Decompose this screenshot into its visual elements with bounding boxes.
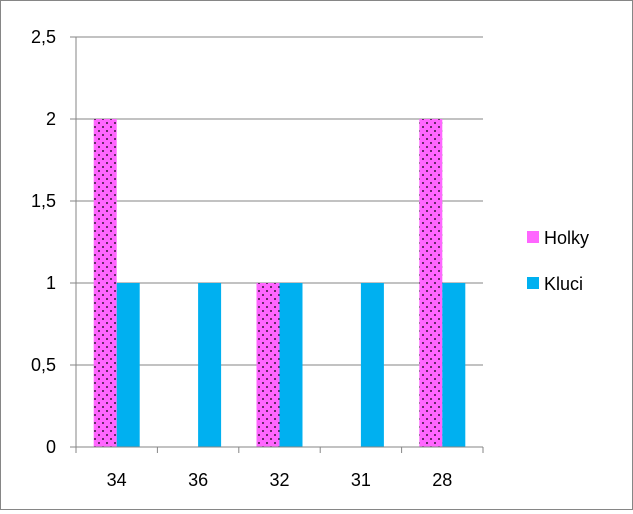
bar-holky-32 [256, 283, 280, 447]
y-tick-label: 0 [46, 437, 56, 457]
x-tick-label: 31 [351, 470, 371, 490]
bar-holky-34 [93, 119, 117, 447]
y-tick-label: 1 [46, 273, 56, 293]
y-tick-label: 1,5 [31, 191, 56, 211]
bar-kluci-36 [198, 283, 222, 447]
bar-kluci-32 [279, 283, 303, 447]
y-tick-label: 2,5 [31, 27, 56, 47]
bar-kluci-34 [116, 283, 140, 447]
y-tick-labels: 0 0,5 1 1,5 2 2,5 [31, 27, 56, 457]
bars [93, 119, 466, 447]
bar-kluci-31 [360, 283, 384, 447]
legend-label-holky: Holky [544, 228, 589, 248]
bar-kluci-28 [442, 283, 466, 447]
gridlines [70, 36, 483, 448]
bar-holky-28 [419, 119, 443, 447]
x-tick-label: 36 [188, 470, 208, 490]
axes [75, 37, 484, 453]
x-tick-label: 34 [107, 470, 127, 490]
x-tick-label: 32 [269, 470, 289, 490]
legend-label-kluci: Kluci [544, 274, 583, 294]
y-tick-label: 0,5 [31, 355, 56, 375]
legend-swatch-holky [527, 231, 539, 243]
legend: Holky Kluci [527, 228, 589, 294]
x-tick-labels: 34 36 32 31 28 [107, 470, 453, 490]
x-tick-label: 28 [432, 470, 452, 490]
legend-swatch-kluci [527, 277, 539, 289]
y-tick-label: 2 [46, 109, 56, 129]
